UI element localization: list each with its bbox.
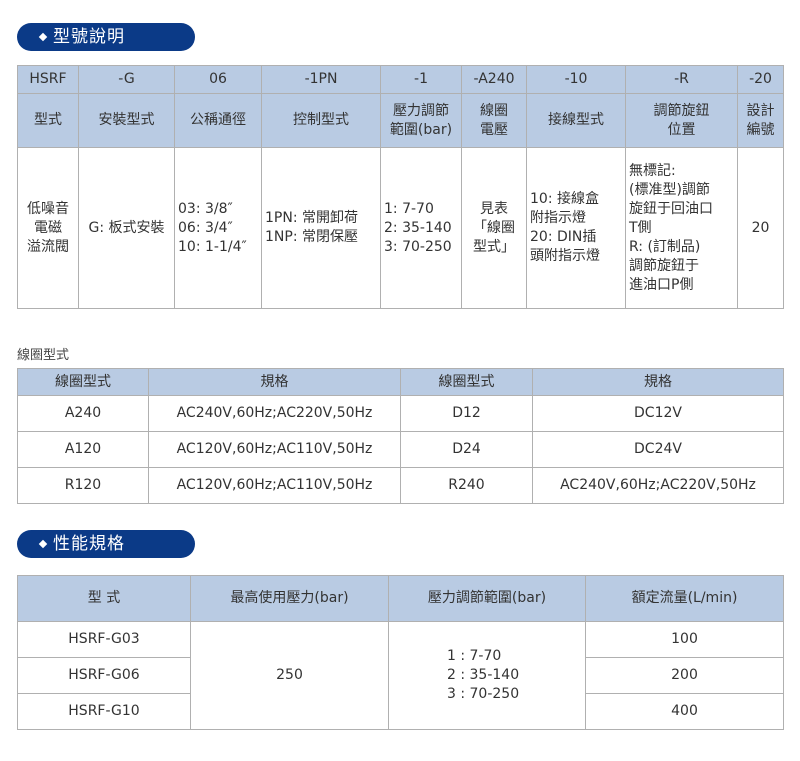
coil-cell: DC12V [532,395,784,432]
max-pressure-cell: 250 [190,621,389,730]
table-row: A240 AC240V,60Hz;AC220V,50Hz D12 DC12V [17,395,784,432]
code-header: -R [625,65,738,94]
section-title-performance: 性能規格 [17,530,195,558]
flow-cell: 400 [585,693,784,730]
coil-cell: D24 [400,431,533,468]
code-header: -1PN [261,65,381,94]
field-header: 調節旋鈕 位置 [625,93,738,148]
coil-cell: AC240V,60Hz;AC220V,50Hz [532,467,784,504]
table-row: R120 AC120V,60Hz;AC110V,50Hz R240 AC240V,60… [17,467,784,504]
coil-cell: D12 [400,395,533,432]
coil-cell: R240 [400,467,533,504]
field-header: 接線型式 [526,93,626,148]
code-header: -G [78,65,175,94]
field-header: 型式 [17,93,79,148]
coil-cell: A240 [17,395,149,432]
field-header: 安裝型式 [78,93,175,148]
performance-table: 型 式最高使用壓力(bar) 壓力調節範圍(bar) 額定流量(L/min) HSR… [17,575,784,730]
code-header: 06 [174,65,262,94]
diamond-icon [38,539,48,549]
field-header: 線圈 電壓 [461,93,527,148]
model-cell: HSRF-G03 [17,621,191,658]
performance-header: 最高使用壓力(bar) [190,575,389,622]
range-cell: 1 : 7-70 2 : 35-140 3 : 70-250 [388,621,586,730]
field-value: G: 板式安裝 [78,147,175,309]
code-header: -A240 [461,65,527,94]
field-value: 03: 3/8″ 06: 3/4″ 10: 1-1/4″ [174,147,262,309]
field-value: 1PN: 常開卸荷 1NP: 常閉保壓 [261,147,381,309]
field-value: 20 [737,147,784,309]
model-code-table: HSRF -G 06 -1PN -1 -A240 -10 -R -20 型式 安裝型式 公稱通徑 控制… [17,65,784,309]
performance-header: 型 式 [17,575,191,622]
field-header: 控制型式 [261,93,381,148]
field-header: 壓力調節 範圍(bar) [380,93,462,148]
diamond-icon [38,32,48,42]
coil-cell: A120 [17,431,149,468]
field-header: 設計 編號 [737,93,784,148]
coil-table: 線圈型式 規格 線圈型式 規格 A240 AC240V,60Hz;AC220V,50Hz… [17,368,784,504]
code-header: HSRF [17,65,79,94]
coil-header: 線圈型式 [17,368,149,396]
field-value: 無標記: (標准型)調節 旋鈕于回油口 T側 R: (訂制品) 調節旋鈕于 進油… [625,147,738,309]
code-header: -20 [737,65,784,94]
field-value: 1: 7-70 2: 35-140 3: 70-250 [380,147,462,309]
table-row: A120 AC120V,60Hz;AC110V,50Hz D24 DC24V [17,431,784,468]
coil-header: 規格 [532,368,784,396]
coil-caption: 線圈型式 [17,348,70,363]
coil-cell: DC24V [532,431,784,468]
field-header: 公稱通徑 [174,93,262,148]
field-value: 低噪音 電磁 溢流閥 [17,147,79,309]
coil-header: 規格 [148,368,401,396]
code-header: -1 [380,65,462,94]
section-title-model: 型號說明 [17,23,195,51]
performance-header: 壓力調節範圍(bar) [388,575,586,622]
performance-header: 額定流量(L/min) [585,575,784,622]
code-header: -10 [526,65,626,94]
coil-cell: AC120V,60Hz;AC110V,50Hz [148,467,401,504]
model-cell: HSRF-G06 [17,657,191,694]
flow-cell: 100 [585,621,784,658]
coil-header: 線圈型式 [400,368,533,396]
flow-cell: 200 [585,657,784,694]
field-value: 10: 接線盒 附指示燈 20: DIN插 頭附指示燈 [526,147,626,309]
coil-cell: R120 [17,467,149,504]
field-value: 見表 「線圈 型式」 [461,147,527,309]
model-cell: HSRF-G10 [17,693,191,730]
coil-cell: AC120V,60Hz;AC110V,50Hz [148,431,401,468]
coil-cell: AC240V,60Hz;AC220V,50Hz [148,395,401,432]
